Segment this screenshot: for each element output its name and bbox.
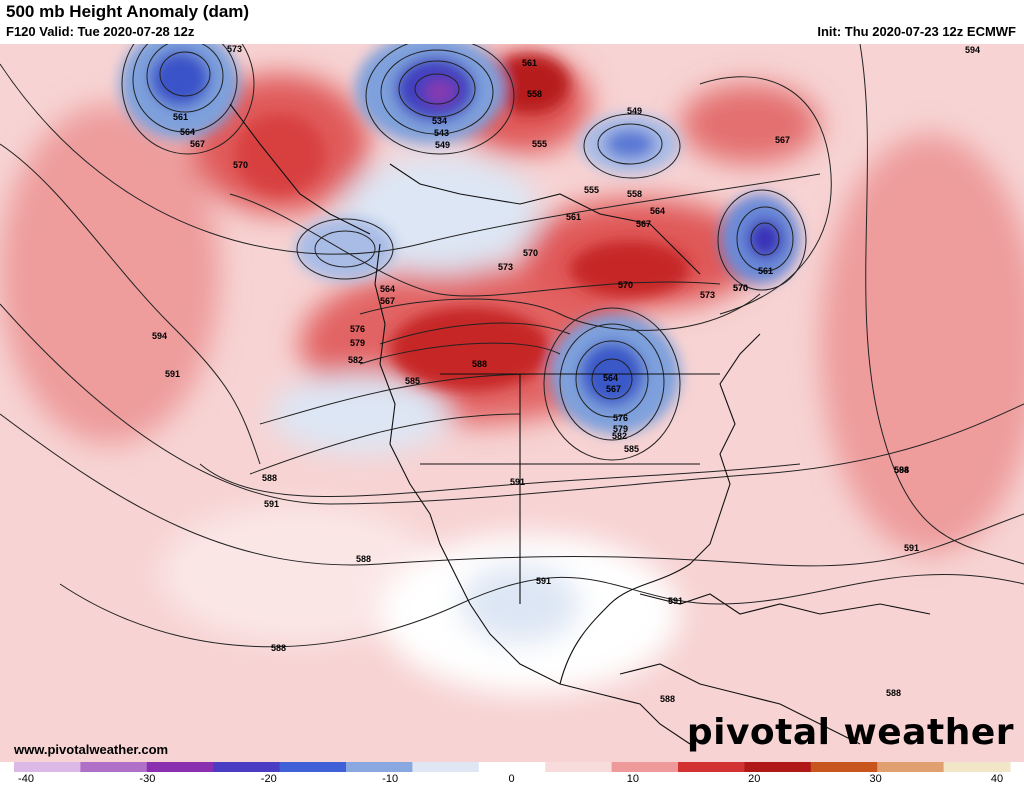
contour-label: 576 bbox=[350, 324, 365, 334]
contour-label: 591 bbox=[264, 499, 279, 509]
contour-label: 591 bbox=[510, 477, 525, 487]
contour-label: 570 bbox=[233, 160, 248, 170]
contour-label: 588 bbox=[271, 643, 286, 653]
anomaly-map: 5735615645675705345435495615585555495675… bbox=[0, 44, 1024, 762]
contour-label: 564 bbox=[603, 373, 618, 383]
colorbar-swatch bbox=[678, 762, 745, 772]
contour-label: 588 bbox=[894, 465, 909, 475]
contour-label: 573 bbox=[700, 290, 715, 300]
colorbar-tick-label: 20 bbox=[748, 773, 761, 785]
colorbar-swatch bbox=[744, 762, 812, 772]
colorbar-tick-label: -40 bbox=[18, 773, 34, 785]
contour-label: 594 bbox=[894, 465, 909, 475]
contour-label: 561 bbox=[758, 266, 773, 276]
contour-label: 591 bbox=[668, 596, 683, 606]
contour-label: 588 bbox=[660, 694, 675, 704]
contour-label: 567 bbox=[775, 135, 790, 145]
colorbar-swatch bbox=[877, 762, 945, 772]
contour-label: 576 bbox=[613, 413, 628, 423]
contour-label: 591 bbox=[536, 576, 551, 586]
contour-label: 588 bbox=[472, 359, 487, 369]
contour-label: 570 bbox=[618, 280, 633, 290]
contour-label: 567 bbox=[190, 139, 205, 149]
colorbar-tick-label: 10 bbox=[626, 773, 639, 785]
height-contours bbox=[0, 44, 1024, 648]
colorbar-swatch bbox=[611, 762, 679, 772]
contour-label: 579 bbox=[613, 424, 628, 434]
contour-label: 582 bbox=[348, 355, 363, 365]
contour-label: 579 bbox=[350, 338, 365, 348]
colorbar-swatch bbox=[412, 762, 480, 772]
colorbar-tick-label: 30 bbox=[869, 773, 882, 785]
colorbar-swatch bbox=[810, 762, 878, 772]
contour-label: 591 bbox=[165, 369, 180, 379]
colorbar-swatch bbox=[943, 762, 1011, 772]
contour-label: 588 bbox=[886, 688, 901, 698]
contour-label: 549 bbox=[627, 106, 642, 116]
colorbar-tick-label: -30 bbox=[139, 773, 156, 785]
colorbar-swatch bbox=[346, 762, 413, 772]
site-credit: www.pivotalweather.com bbox=[14, 742, 169, 757]
brand-logo: pivotal weather bbox=[686, 712, 1014, 753]
colorbar-swatch bbox=[213, 762, 281, 772]
contour-label: 594 bbox=[152, 331, 167, 341]
colorbar-swatch bbox=[14, 762, 81, 772]
colorbar-tick-label: -10 bbox=[382, 773, 399, 785]
contour-label: 564 bbox=[380, 284, 395, 294]
colorbar-tick-label: 0 bbox=[508, 773, 515, 785]
contour-label: 570 bbox=[523, 248, 538, 258]
map-title: 500 mb Height Anomaly (dam) bbox=[6, 2, 250, 21]
contour-label: 543 bbox=[434, 128, 449, 138]
init-time: Init: Thu 2020-07-23 12z ECMWF bbox=[817, 24, 1016, 39]
contour-label: 585 bbox=[624, 444, 639, 454]
contour-label: 558 bbox=[627, 189, 642, 199]
anomaly-cores bbox=[120, 44, 800, 434]
colorbar-tick-label: 40 bbox=[990, 773, 1004, 785]
contour-labels: 5735615645675705345435495615585555495675… bbox=[152, 44, 980, 704]
valid-time: F120 Valid: Tue 2020-07-28 12z bbox=[6, 24, 195, 39]
contour-label: 567 bbox=[636, 219, 651, 229]
contour-label: 588 bbox=[262, 473, 277, 483]
colorbar: -40 -30 -20 -10 0 10 20 30 40 bbox=[0, 762, 1024, 791]
colorbar-swatch bbox=[80, 762, 148, 772]
contour-label: 585 bbox=[405, 376, 420, 386]
contour-label: 573 bbox=[227, 44, 242, 54]
contour-label: 555 bbox=[584, 185, 599, 195]
map-header: 500 mb Height Anomaly (dam) F120 Valid: … bbox=[0, 0, 1024, 44]
contour-label: 555 bbox=[532, 139, 547, 149]
contour-label: 561 bbox=[173, 112, 188, 122]
contour-label: 567 bbox=[380, 296, 395, 306]
coastlines bbox=[229, 103, 931, 745]
colorbar-swatch bbox=[146, 762, 214, 772]
colorbar-swatch bbox=[545, 762, 613, 772]
contour-label: 588 bbox=[356, 554, 371, 564]
contour-label: 570 bbox=[733, 283, 748, 293]
contour-label: 573 bbox=[498, 262, 513, 272]
colorbar-swatch bbox=[279, 762, 347, 772]
contour-label: 558 bbox=[527, 89, 542, 99]
contour-label: 549 bbox=[435, 140, 450, 150]
colorbar-swatch bbox=[478, 762, 546, 772]
contour-label: 594 bbox=[965, 45, 980, 55]
contour-label: 561 bbox=[566, 212, 581, 222]
contour-label: 561 bbox=[522, 58, 537, 68]
contour-label: 564 bbox=[650, 206, 665, 216]
colorbar-swatches bbox=[14, 762, 1011, 772]
contour-label: 582 bbox=[612, 431, 627, 441]
contour-label: 591 bbox=[904, 543, 919, 553]
contour-label: 567 bbox=[606, 384, 621, 394]
contour-label: 564 bbox=[180, 127, 195, 137]
contour-label: 534 bbox=[432, 116, 447, 126]
contour-label: 570 bbox=[733, 283, 748, 293]
colorbar-tick-label: -20 bbox=[260, 773, 277, 785]
